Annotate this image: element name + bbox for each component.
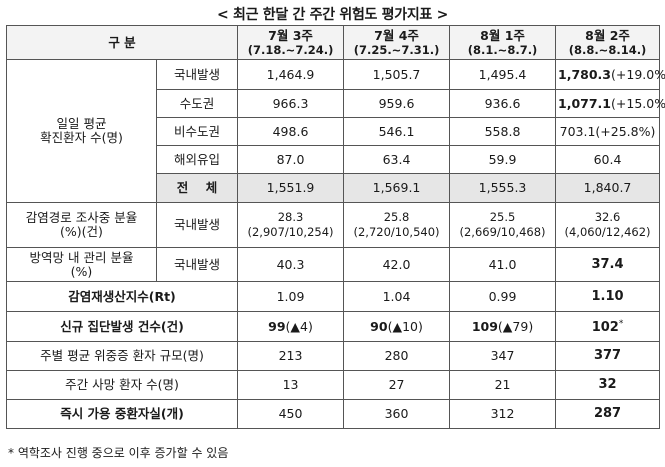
- cell: 28.3 (2,907/10,254): [237, 202, 345, 248]
- cell: 1.04: [343, 281, 451, 312]
- cell: 1,569.1: [343, 173, 451, 203]
- header-row: 구 분 7월 3주 (7.18.~7.24.) 7월 4주 (7.25.~7.31.…: [5, 25, 661, 60]
- cell: 377: [555, 341, 661, 371]
- cell: 280: [343, 341, 451, 371]
- cell: 1,780.3(+19.0%): [555, 59, 665, 90]
- cell: 1,077.1(+15.0%): [555, 89, 665, 118]
- cell: 109(▲79): [449, 311, 557, 342]
- cell: 1,495.4: [449, 59, 557, 90]
- cell: 42.0: [343, 247, 451, 282]
- cell: 99(▲4): [237, 311, 345, 342]
- table-row-deaths: 주간 사망 환자 수(명) 13 27 21 32: [5, 370, 661, 400]
- severe-label: 주별 평균 위중증 환자 규모(명): [5, 341, 239, 371]
- cell: 347: [449, 341, 557, 371]
- rt-label: 감염재생산지수(Rt): [5, 281, 239, 312]
- table-row-investigation: 감염경로 조사중 분율 (%)(건) 국내발생 28.3 (2,907/10,25…: [6, 202, 661, 248]
- cell: 1,551.9: [237, 173, 345, 203]
- table-row-severe: 주별 평균 위중증 환자 규모(명) 213 280 347 377: [5, 341, 661, 371]
- quarantine-label: 방역망 내 관리 분율 (%): [6, 247, 157, 282]
- cell: 102*: [555, 311, 661, 342]
- cell: 1,505.7: [343, 59, 451, 90]
- cell: 1.09: [237, 281, 345, 312]
- table-row-beds: 즉시 가용 중환자실(개) 450 360 312 287: [5, 399, 661, 429]
- daily-cases-label: 일일 평균 확진환자 수(명): [6, 59, 157, 203]
- cell: 21: [449, 370, 557, 400]
- total-label: 전 체: [155, 173, 239, 203]
- table-row-clusters: 신규 집단발생 건수(건) 99(▲4) 90(▲10) 109(▲79) 10…: [5, 311, 661, 342]
- cell: 32: [555, 370, 661, 400]
- non-capital-label: 비수도권: [155, 117, 239, 146]
- cell: 959.6: [343, 89, 451, 118]
- header-week-3: 8월 1주 (8.1.~8.7.): [449, 25, 557, 60]
- cell: 498.6: [237, 117, 345, 146]
- investigation-label: 감염경로 조사중 분율 (%)(건): [6, 202, 157, 248]
- cell: 1,464.9: [237, 59, 345, 90]
- cell: 0.99: [449, 281, 557, 312]
- cell: 546.1: [343, 117, 451, 146]
- cell: 59.9: [449, 145, 557, 174]
- header-label: 구 분: [5, 25, 239, 60]
- capital-label: 수도권: [155, 89, 239, 118]
- cell: 40.3: [237, 247, 345, 282]
- cell: 360: [343, 399, 451, 429]
- cell: 13: [237, 370, 345, 400]
- cell: 63.4: [343, 145, 451, 174]
- header-week-4: 8월 2주 (8.8.~8.14.): [555, 25, 661, 60]
- header-week-2: 7월 4주 (7.25.~7.31.): [343, 25, 451, 60]
- table-row-capital: 수도권 966.3 959.6 936.6 1,077.1(+15.0%): [7, 89, 665, 118]
- clusters-label: 신규 집단발생 건수(건): [5, 311, 239, 342]
- cell: 32.6 (4,060/12,462): [555, 202, 661, 248]
- cell: 450: [237, 399, 345, 429]
- cell: 25.8 (2,720/10,540): [343, 202, 451, 248]
- cell: 312: [449, 399, 557, 429]
- table-row-rt: 감염재생산지수(Rt) 1.09 1.04 0.99 1.10: [5, 281, 661, 312]
- cell: 1.10: [555, 281, 661, 312]
- cell: 703.1(+25.8%): [555, 117, 661, 146]
- cell: 558.8: [449, 117, 557, 146]
- cell: 87.0: [237, 145, 345, 174]
- cell: 25.5 (2,669/10,468): [449, 202, 557, 248]
- cell: 41.0: [449, 247, 557, 282]
- table-row-domestic: 일일 평균 확진환자 수(명) 국내발생 1,464.9 1,505.7 1,4…: [6, 59, 665, 203]
- cell: 90(▲10): [343, 311, 451, 342]
- investigation-sub-label: 국내발생: [155, 202, 239, 248]
- cell: 1,555.3: [449, 173, 557, 203]
- risk-indicator-table: 구 분 7월 3주 (7.18.~7.24.) 7월 4주 (7.25.~7.31.…: [5, 25, 665, 429]
- cell: 1,840.7: [555, 173, 661, 203]
- table-title: < 최근 한달 간 주간 위험도 평가지표 >: [217, 7, 448, 23]
- table-row-quarantine: 방역망 내 관리 분율 (%) 국내발생 40.3 42.0 41.0 37.4: [6, 247, 661, 282]
- cell: 966.3: [237, 89, 345, 118]
- header-week-1: 7월 3주 (7.18.~7.24.): [237, 25, 345, 60]
- cell: 37.4: [555, 247, 661, 282]
- cell: 287: [555, 399, 661, 429]
- domestic-label: 국내발생: [155, 59, 239, 90]
- table-row-total: 전 체 1,551.9 1,569.1 1,555.3 1,840.7: [7, 173, 661, 203]
- cell: 27: [343, 370, 451, 400]
- footnote: * 역학조사 진행 중으로 이후 증가할 수 있음: [8, 446, 229, 460]
- cell: 213: [237, 341, 345, 371]
- deaths-label: 주간 사망 환자 수(명): [5, 370, 239, 400]
- imported-label: 해외유입: [155, 145, 239, 174]
- quarantine-sub-label: 국내발생: [155, 247, 239, 282]
- cell: 936.6: [449, 89, 557, 118]
- beds-label: 즉시 가용 중환자실(개): [5, 399, 239, 429]
- cell: 60.4: [555, 145, 661, 174]
